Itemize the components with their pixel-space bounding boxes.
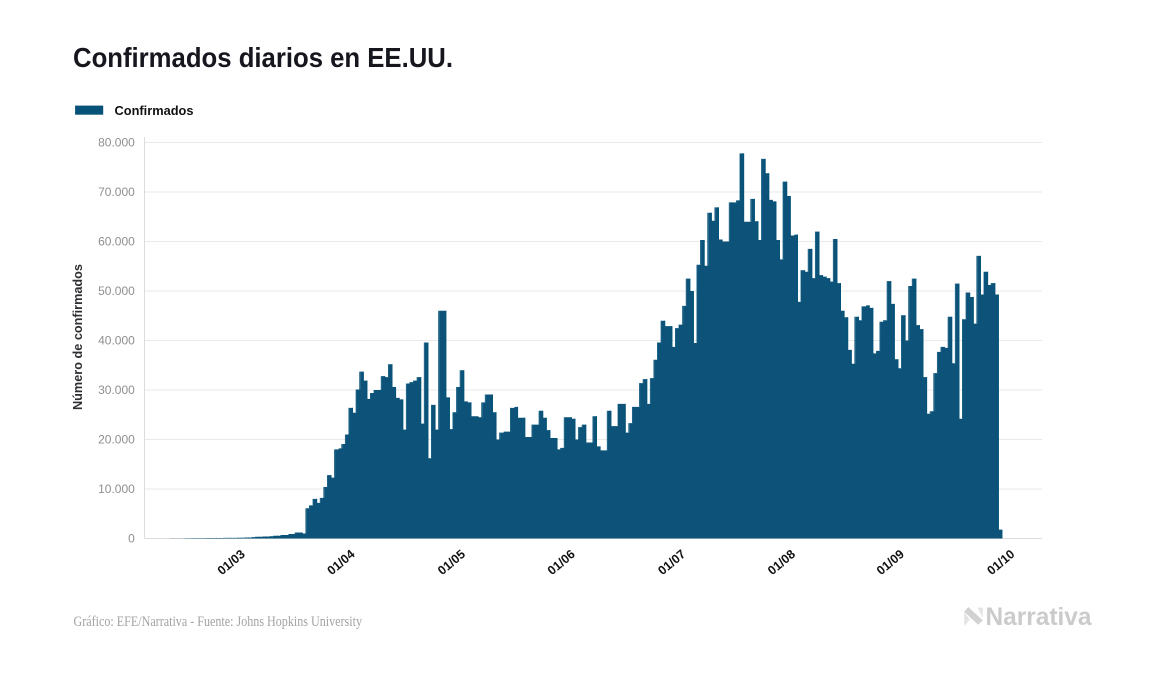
svg-text:01/06: 01/06 <box>545 547 578 578</box>
svg-text:01/09: 01/09 <box>874 547 907 578</box>
svg-text:01/03: 01/03 <box>215 547 248 578</box>
svg-text:01/10: 01/10 <box>984 547 1017 578</box>
svg-text:01/04: 01/04 <box>325 547 358 578</box>
svg-text:01/05: 01/05 <box>435 547 468 578</box>
svg-text:20.000: 20.000 <box>98 433 135 447</box>
svg-text:01/07: 01/07 <box>655 547 688 578</box>
svg-text:80.000: 80.000 <box>98 136 135 150</box>
svg-text:Confirmados: Confirmados <box>115 104 194 118</box>
svg-text:70.000: 70.000 <box>98 185 135 199</box>
svg-text:01/08: 01/08 <box>765 547 798 578</box>
svg-text:40.000: 40.000 <box>98 334 135 348</box>
svg-text:Confirmados diarios en EE.UU.: Confirmados diarios en EE.UU. <box>73 42 453 73</box>
svg-text:Número de confirmados: Número de confirmados <box>71 264 85 410</box>
svg-text:10.000: 10.000 <box>98 482 135 496</box>
svg-text:30.000: 30.000 <box>98 383 135 397</box>
svg-text:50.000: 50.000 <box>98 284 135 298</box>
svg-text:60.000: 60.000 <box>98 235 135 249</box>
svg-text:Narrativa: Narrativa <box>986 603 1093 631</box>
svg-text:Gráfico: EFE/Narrativa - Fuent: Gráfico: EFE/Narrativa - Fuente: Johns H… <box>74 614 363 630</box>
svg-text:0: 0 <box>128 532 135 546</box>
